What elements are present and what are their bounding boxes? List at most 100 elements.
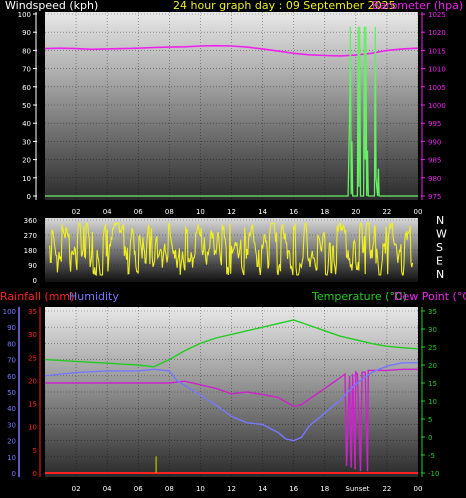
legend-temperature: Temperature (°C) [311, 290, 407, 303]
wind-baro-axes: 0102030405060708090100975980985990995100… [18, 11, 446, 216]
temp-tick-label: 0 [428, 434, 432, 442]
wind-tick-label: 30 [22, 138, 31, 146]
wind-baro-series [44, 26, 419, 197]
legend-dewpoint: Dew Point (°C) [394, 290, 466, 303]
temp-tick-label: -10 [428, 470, 439, 478]
graph-date-title: 24 hour graph day : 09 September 2025 [173, 0, 396, 12]
direction-tick-label: 180 [24, 247, 37, 255]
baro-tick-label: 975 [428, 193, 441, 201]
wind-x-tick-label: 06 [134, 208, 143, 216]
wind-tick-label: 0 [27, 193, 31, 201]
barometer-line [44, 44, 419, 57]
wind-tick-label: 90 [22, 29, 31, 37]
wind-tick-label: 20 [22, 157, 31, 165]
temperature-line [44, 319, 419, 368]
temp-x-tick-label: 12 [227, 485, 236, 493]
wind-x-tick-label: 00 [414, 208, 423, 216]
humidity-line [44, 362, 418, 442]
direction-tick-label: 0 [33, 277, 37, 285]
temp-x-tick-label: 06 [134, 485, 143, 493]
legend-rainfall: Rainfall (mm) [0, 290, 74, 303]
rain-tick-label: 30 [28, 331, 37, 339]
temp-x-tick-label: 14 [258, 485, 267, 493]
wind-x-tick-label: 22 [382, 208, 391, 216]
temp-x-tick-label: 22 [382, 485, 391, 493]
wind-x-tick-label: 08 [165, 208, 174, 216]
wind-tick-label: 60 [22, 84, 31, 92]
temp-x-tick-label: 02 [72, 485, 81, 493]
baro-tick-label: 1025 [428, 11, 446, 19]
humidity-tick-label: 30 [7, 421, 16, 429]
rain-tick-label: 5 [33, 447, 37, 455]
wind-baro-grid [45, 12, 419, 200]
wind-tick-label: 10 [22, 175, 31, 183]
compass-label: W [436, 228, 447, 241]
humidity-tick-label: 80 [7, 340, 16, 348]
wind-x-tick-label: 10 [196, 208, 205, 216]
direction-tick-label: 360 [24, 217, 37, 225]
temp-tick-label: 5 [428, 416, 432, 424]
compass-label: N [436, 268, 444, 281]
windspeed-line [45, 26, 418, 197]
temp-tick-label: 25 [428, 344, 437, 352]
wind-axis-title: Windspeed (kph) [5, 0, 98, 12]
temp-tick-label: 30 [428, 326, 437, 334]
temp-x-tick-label: 16 [289, 485, 298, 493]
rain-tick-label: 0 [33, 470, 37, 478]
temp-x-tick-label: 04 [103, 485, 112, 493]
wind-x-tick-label: 20 [351, 208, 360, 216]
temp-hum-series [44, 319, 419, 474]
rain-tick-label: 15 [28, 401, 37, 409]
direction-tick-label: 90 [28, 262, 37, 270]
temp-tick-label: 20 [428, 362, 437, 370]
temp-tick-label: -5 [428, 452, 435, 460]
wind-x-tick-label: 02 [72, 208, 81, 216]
humidity-tick-label: 60 [7, 373, 16, 381]
wind-x-tick-label: 12 [227, 208, 236, 216]
humidity-tick-label: 70 [7, 357, 16, 365]
sunset-label: Sunset [345, 485, 369, 493]
baro-tick-label: 990 [428, 138, 441, 146]
wind-tick-label: 80 [22, 47, 31, 55]
temp-x-tick-label: 18 [320, 485, 329, 493]
temp-x-tick-label: 00 [414, 485, 423, 493]
temp-x-tick-label: 10 [196, 485, 205, 493]
direction-tick-label: 270 [24, 232, 37, 240]
baro-tick-label: 980 [428, 175, 441, 183]
legend-humidity: Humidity [69, 290, 119, 303]
baro-axis-title: Barometer (hpa) [372, 0, 463, 12]
humidity-tick-label: 50 [7, 389, 16, 397]
temp-x-tick-label: 08 [165, 485, 174, 493]
wind-x-tick-label: 04 [103, 208, 112, 216]
humidity-tick-label: 0 [12, 470, 16, 478]
wind-tick-label: 40 [22, 120, 31, 128]
rain-tick-label: 35 [28, 308, 37, 316]
wind-tick-label: 50 [22, 102, 31, 110]
baro-tick-label: 1020 [428, 29, 446, 37]
baro-tick-label: 1010 [428, 66, 446, 74]
direction-trace [49, 221, 414, 277]
rain-tick-label: 25 [28, 354, 37, 362]
baro-tick-label: 1000 [428, 102, 446, 110]
temp-tick-label: 15 [428, 380, 437, 388]
baro-tick-label: 995 [428, 120, 441, 128]
humidity-tick-label: 10 [7, 454, 16, 462]
rain-tick-label: 20 [28, 377, 37, 385]
wind-tick-label: 100 [18, 11, 31, 19]
compass-label: S [436, 241, 443, 254]
temp-hum-axes: 010203040506070809010005101520253035-10-… [3, 307, 439, 493]
wind-x-tick-label: 18 [320, 208, 329, 216]
baro-tick-label: 1005 [428, 84, 446, 92]
temp-tick-label: 10 [428, 398, 437, 406]
wind-x-tick-label: 14 [258, 208, 267, 216]
humidity-tick-label: 100 [3, 308, 16, 316]
dewpoint-line [45, 368, 418, 472]
direction-series [49, 221, 414, 277]
compass-label: N [436, 214, 444, 227]
temp-tick-label: 35 [428, 308, 437, 316]
baro-tick-label: 985 [428, 157, 441, 165]
wind-tick-label: 70 [22, 66, 31, 74]
baro-tick-label: 1015 [428, 47, 446, 55]
